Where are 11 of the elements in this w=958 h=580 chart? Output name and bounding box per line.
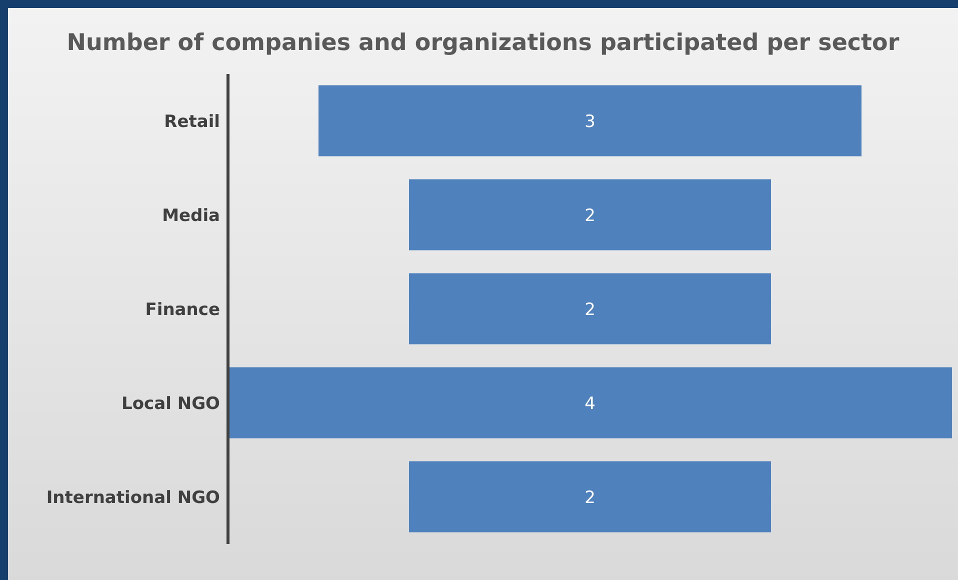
category-label: Media bbox=[162, 206, 220, 226]
category-label: Retail bbox=[164, 112, 220, 132]
category-label: Finance bbox=[145, 300, 220, 320]
text: Number of companies and organizations participated per sector bbox=[66, 29, 900, 56]
data-label: 2 bbox=[584, 300, 596, 320]
data-label: 4 bbox=[584, 394, 596, 414]
category-label: Local NGO bbox=[122, 394, 220, 414]
category-label: International NGO bbox=[46, 488, 220, 508]
data-label: 3 bbox=[584, 112, 596, 132]
data-label: 2 bbox=[584, 206, 596, 226]
data-label: 2 bbox=[584, 488, 596, 508]
